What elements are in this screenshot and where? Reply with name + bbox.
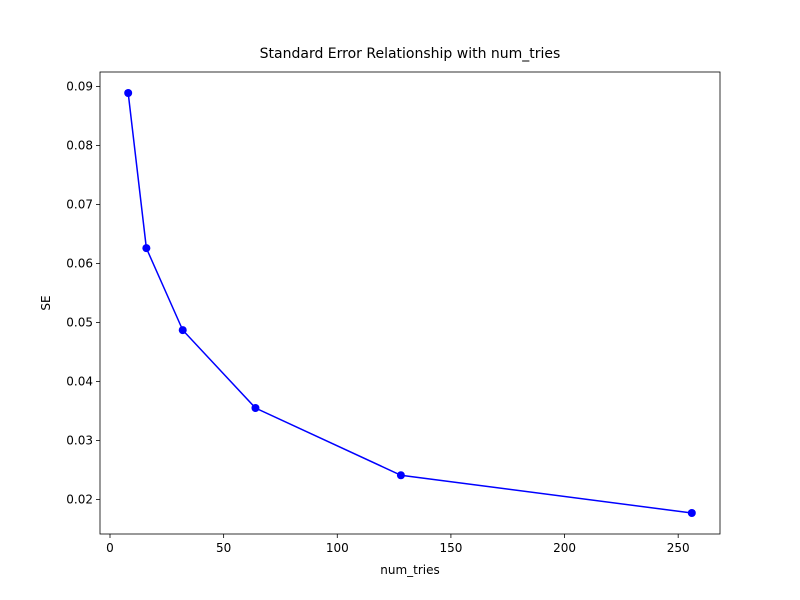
data-point: [396, 471, 405, 480]
y-tick-label: 0.03: [66, 433, 93, 447]
y-tick-label: 0.08: [66, 139, 93, 153]
chart-title: Standard Error Relationship with num_tri…: [260, 46, 561, 62]
x-tick-label: 200: [553, 541, 576, 555]
x-tick-label: 100: [326, 541, 349, 555]
y-tick-label: 0.02: [66, 492, 93, 506]
x-tick-label: 250: [667, 541, 690, 555]
data-point: [687, 509, 696, 517]
data-point: [178, 326, 187, 335]
plot-frame: [99, 71, 721, 535]
y-tick-label: 0.07: [66, 197, 93, 211]
y-tick-label: 0.09: [66, 80, 93, 94]
x-tick-label: 150: [439, 541, 462, 555]
data-point: [124, 89, 133, 97]
y-tick-label: 0.06: [66, 256, 93, 270]
series-line: [127, 92, 692, 514]
x-tick-label: 0: [106, 541, 114, 555]
x-tick-label: 50: [216, 541, 231, 555]
y-axis-label: SE: [39, 295, 53, 310]
y-tick-label: 0.04: [66, 374, 93, 388]
data-point: [251, 404, 260, 412]
y-tick-label: 0.05: [66, 315, 93, 329]
data-point: [142, 244, 151, 253]
x-axis-label: num_tries: [380, 563, 440, 577]
